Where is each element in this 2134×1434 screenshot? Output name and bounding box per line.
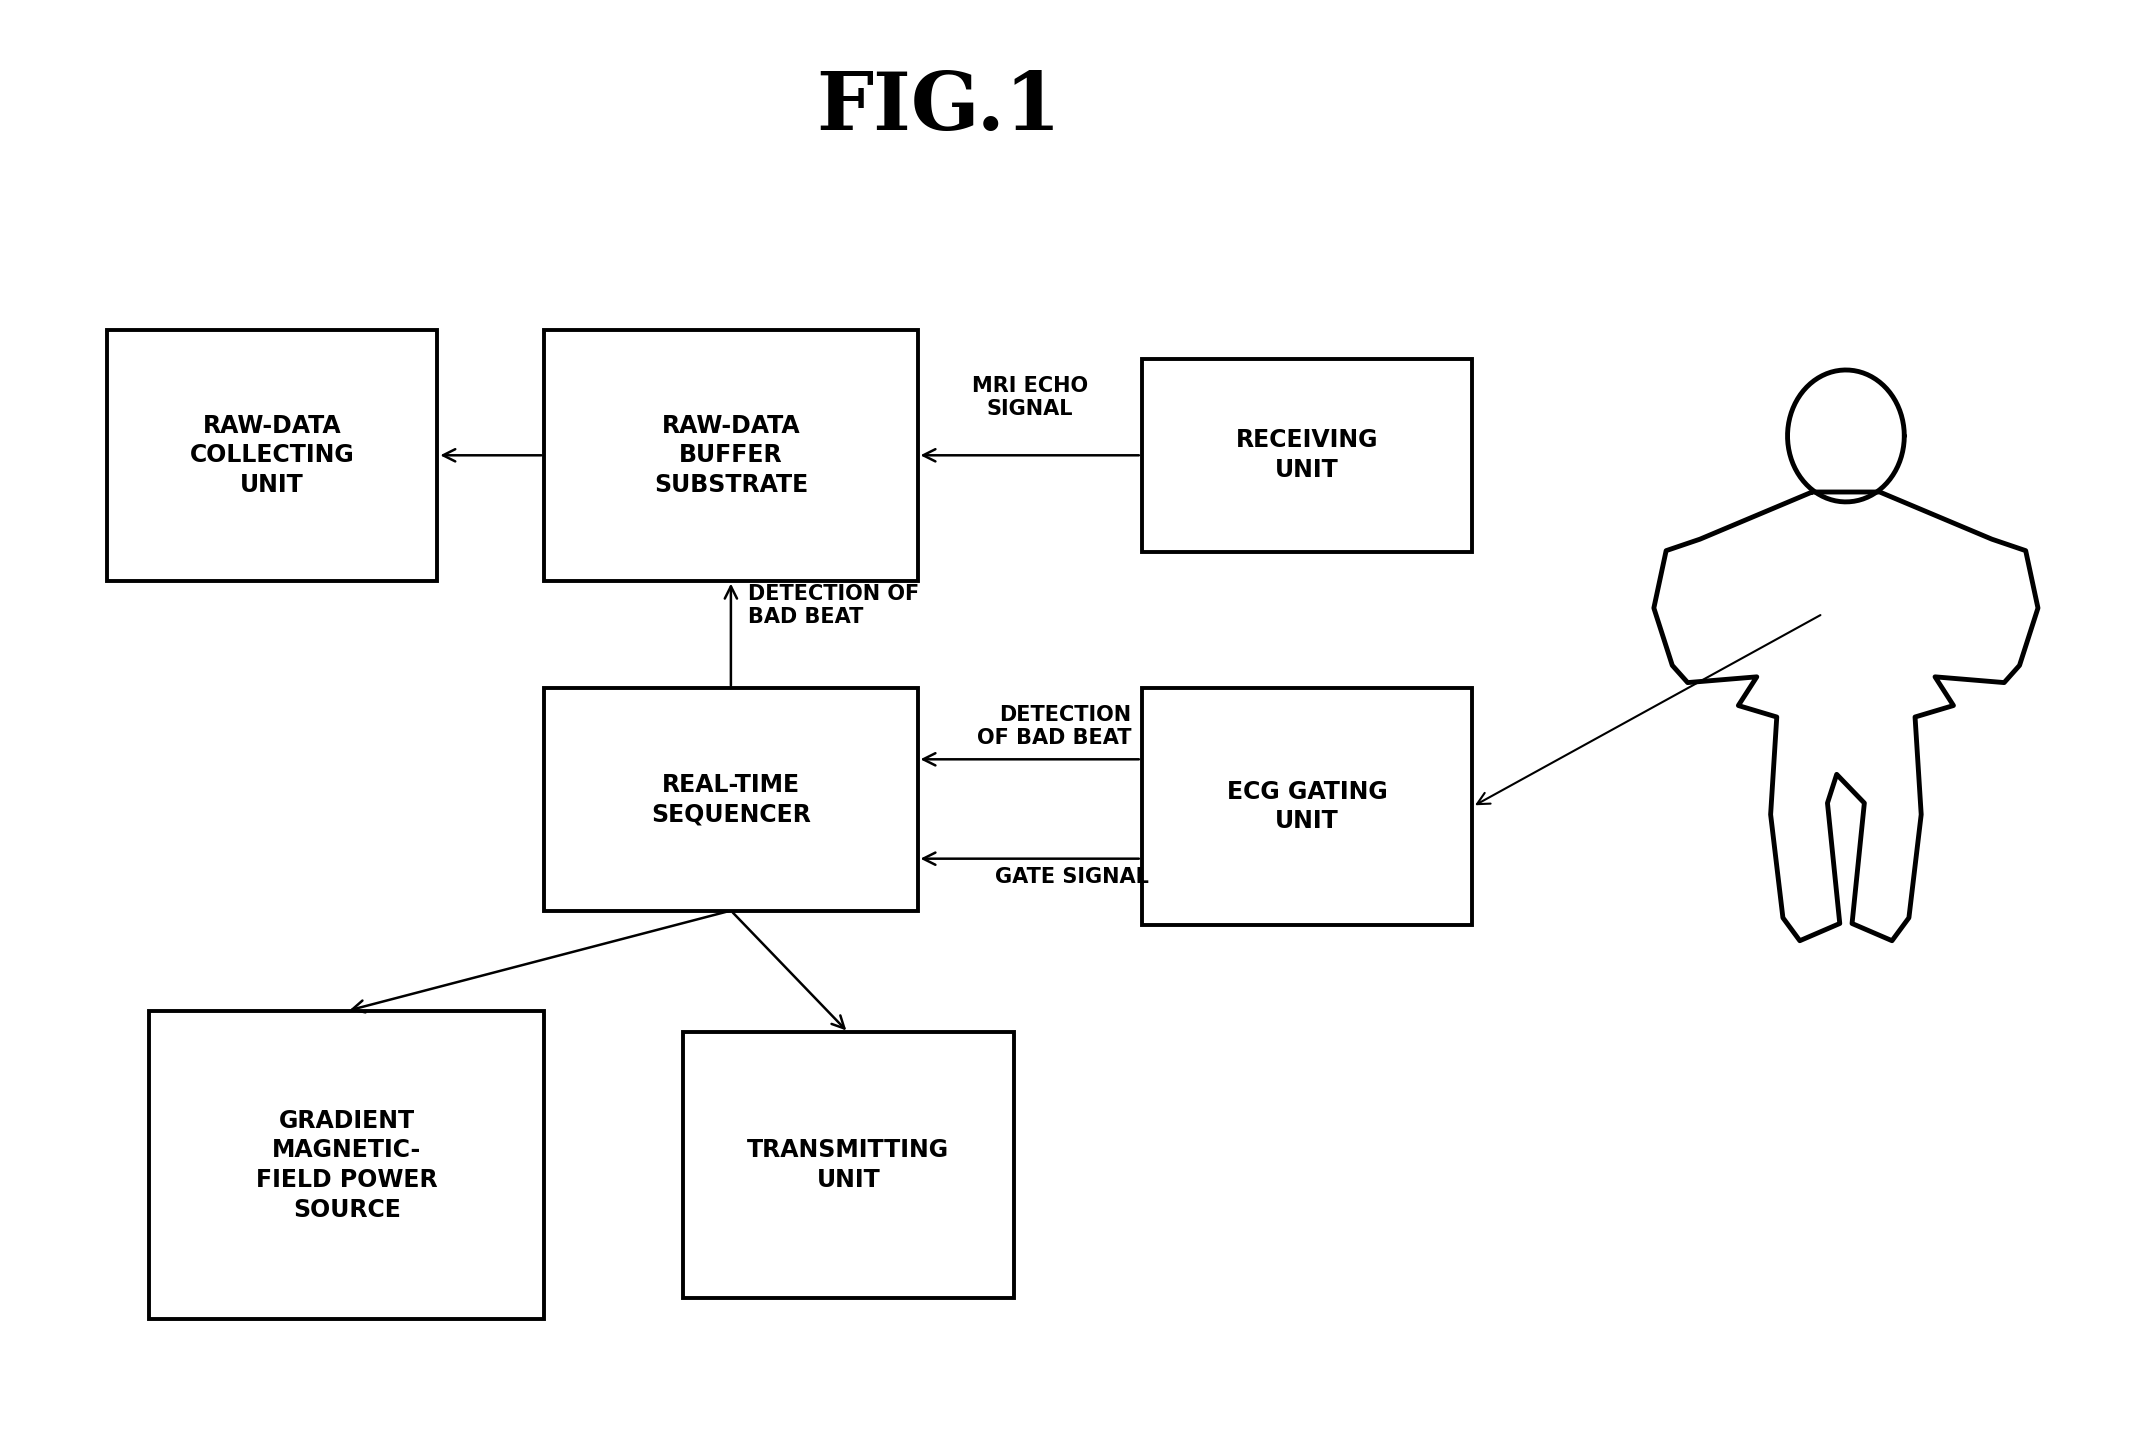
Text: RAW-DATA
COLLECTING
UNIT: RAW-DATA COLLECTING UNIT [190,413,354,498]
Bar [1142,358,1472,552]
Text: REAL-TIME
SEQUENCER: REAL-TIME SEQUENCER [651,773,811,826]
Bar [683,1032,1014,1298]
Text: FIG.1: FIG.1 [817,69,1061,146]
Text: RECEIVING
UNIT: RECEIVING UNIT [1236,429,1379,482]
Text: TRANSMITTING
UNIT: TRANSMITTING UNIT [747,1139,950,1192]
Text: ECG GATING
UNIT: ECG GATING UNIT [1227,780,1387,833]
Text: GRADIENT
MAGNETIC-
FIELD POWER
SOURCE: GRADIENT MAGNETIC- FIELD POWER SOURCE [256,1108,437,1222]
Bar [1142,688,1472,925]
Text: MRI ECHO
SIGNAL: MRI ECHO SIGNAL [971,376,1088,419]
Bar [544,688,918,911]
Text: DETECTION
OF BAD BEAT: DETECTION OF BAD BEAT [977,704,1131,749]
Text: RAW-DATA
BUFFER
SUBSTRATE: RAW-DATA BUFFER SUBSTRATE [653,413,809,498]
Bar [107,330,437,581]
Bar [149,1011,544,1319]
Bar [544,330,918,581]
Text: GATE SIGNAL: GATE SIGNAL [994,868,1150,888]
Text: DETECTION OF
BAD BEAT: DETECTION OF BAD BEAT [747,584,920,628]
